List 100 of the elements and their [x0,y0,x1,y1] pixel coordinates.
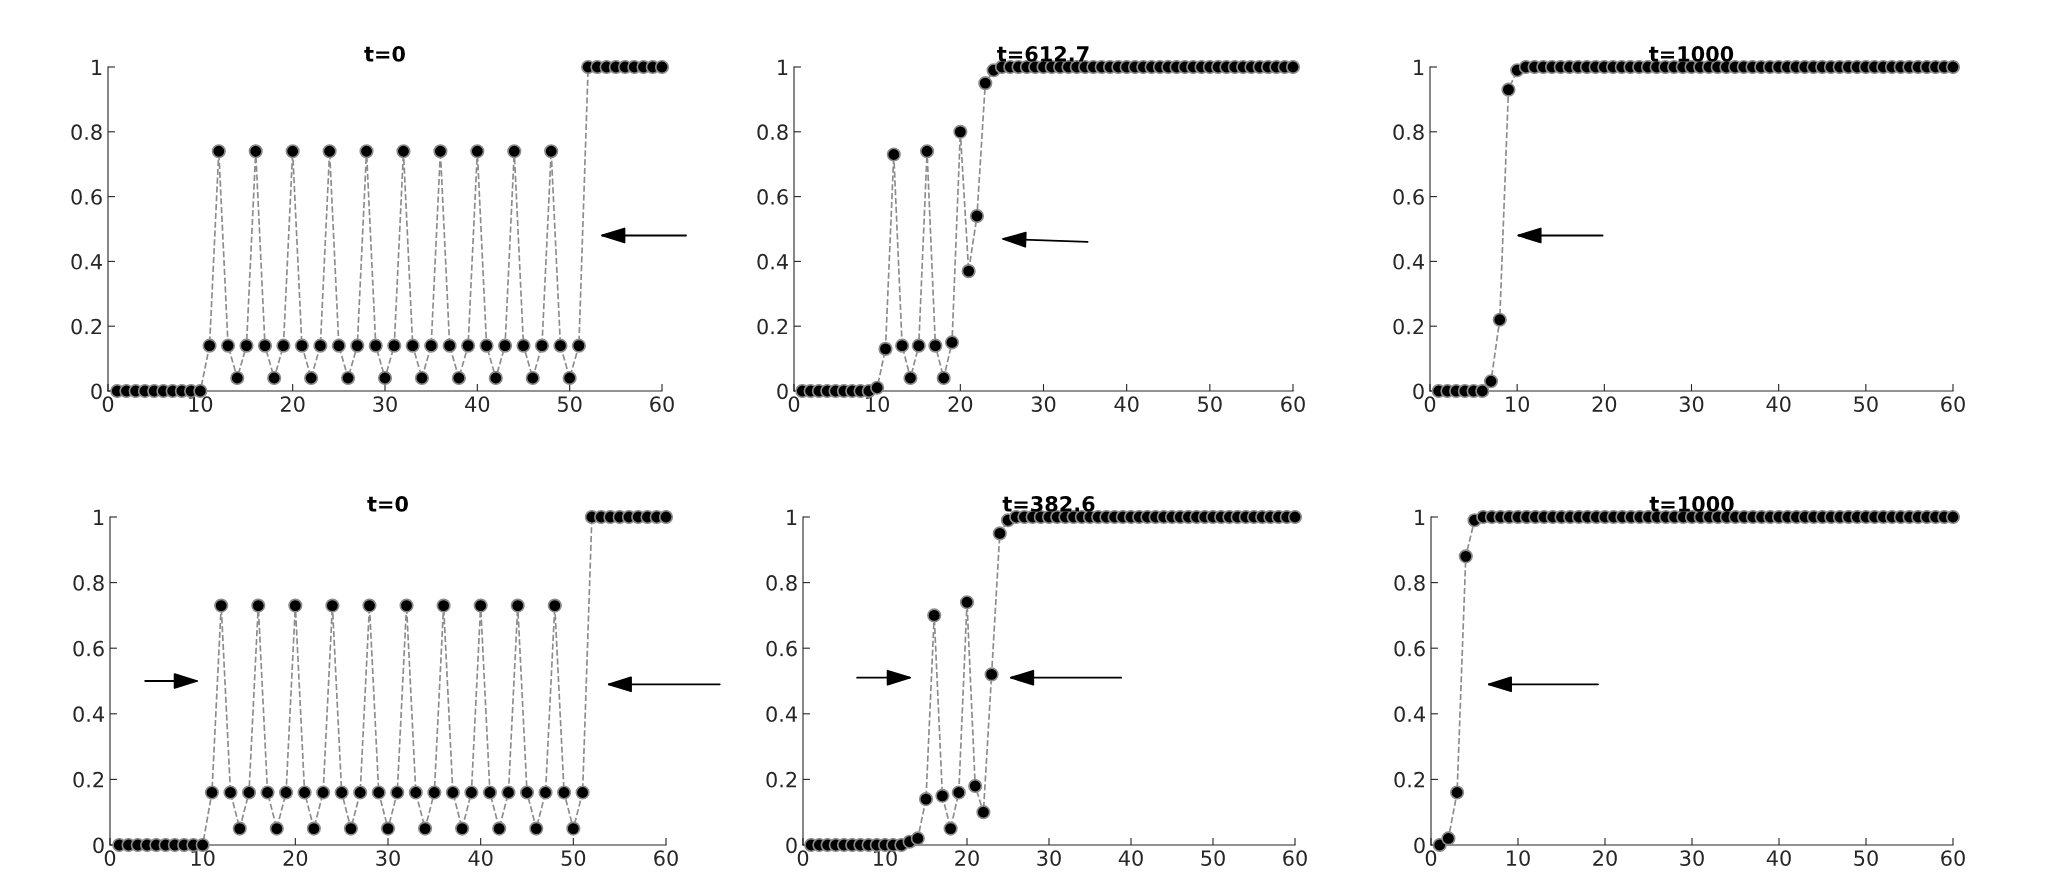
point [943,821,958,836]
y-tick-label: 0.8 [71,124,102,141]
point [470,144,485,159]
point [204,785,220,800]
point [417,821,433,836]
x-tick-label: 40 [468,850,493,866]
point [445,785,460,800]
y-tick-label: 0.6 [1394,640,1425,657]
y-tick-label: 0.2 [73,771,104,788]
y-tick-label: 0.4 [766,706,797,723]
point [220,338,236,353]
y-tick-label: 0.4 [71,253,102,270]
point [241,785,257,800]
y-tick-label: 0.4 [757,253,788,270]
y-tick-label: 0 [777,383,788,400]
point [501,785,516,800]
point [331,338,346,353]
y-tick-label: 0.8 [766,575,797,591]
point [424,338,439,353]
point [316,785,331,800]
x-tick-label: 10 [866,396,890,412]
x-tick-label: 60 [1941,850,1965,866]
y-tick-label: 0 [786,837,797,854]
y-tick-label: 0.6 [757,189,788,205]
x-tick-label: 30 [376,850,400,866]
point [878,341,893,356]
point [368,338,383,353]
point [202,338,217,353]
point [306,821,321,836]
point [260,785,275,800]
point [436,598,451,613]
point [1501,82,1516,97]
chart-title: t=0 [367,495,408,512]
point [294,338,309,353]
point [1287,509,1303,525]
point [553,338,568,353]
y-tick-label: 0.6 [1393,189,1424,205]
point [507,144,522,159]
point [928,338,943,353]
point [334,785,349,800]
point [919,144,935,159]
x-tick-label: 20 [1592,396,1617,412]
point [325,598,340,613]
x-tick-label: 0 [1425,850,1437,866]
y-tick-label: 0.2 [1394,771,1425,788]
point [556,785,572,800]
x-tick-label: 20 [955,850,979,866]
y-tick-label: 0.4 [1393,253,1424,270]
y-tick-label: 0.2 [1393,318,1424,335]
point [304,370,319,386]
y-tick-label: 1 [1414,59,1424,75]
point [1492,312,1507,327]
chart-title: t=1000 [1649,495,1734,512]
point [935,788,950,803]
y-tick-label: 0.4 [73,706,104,723]
x-tick-label: 10 [1507,850,1530,866]
point [497,338,513,353]
chart-title: t=612.7 [997,45,1089,62]
point [232,821,247,836]
point [387,338,402,353]
point [322,144,337,159]
y-tick-label: 0 [91,383,102,400]
point [257,338,273,353]
point [464,785,479,800]
point [380,821,396,836]
point [1458,549,1473,564]
x-tick-label: 30 [1679,396,1704,412]
point [214,598,229,613]
point [414,370,430,386]
point [911,338,926,353]
point [455,821,470,836]
point [978,76,993,91]
y-tick-label: 1 [787,509,797,525]
x-tick-label: 0 [104,850,116,866]
x-tick-label: 20 [283,850,308,866]
point [211,144,226,159]
y-tick-label: 0.8 [757,124,788,141]
point [479,338,494,353]
y-tick-label: 1 [94,509,104,525]
y-tick-label: 0 [1414,837,1425,854]
point [566,821,581,836]
y-tick-label: 1 [778,59,788,75]
point [944,335,960,350]
point [992,526,1007,541]
x-tick-label: 60 [1281,396,1305,412]
point [362,598,377,613]
point [276,338,291,353]
y-tick-label: 0.2 [766,771,797,788]
x-tick-label: 10 [191,850,215,866]
point [953,124,968,139]
point [918,791,934,807]
point [959,595,975,610]
y-tick-label: 0.6 [73,640,104,657]
point [575,785,590,800]
chart-title: t=0 [364,45,405,62]
point [961,264,976,279]
x-tick-label: 40 [1766,850,1791,866]
point [1285,59,1301,75]
x-tick-label: 50 [1854,850,1878,866]
y-tick-label: 0.4 [1394,706,1425,723]
